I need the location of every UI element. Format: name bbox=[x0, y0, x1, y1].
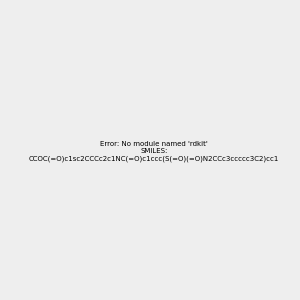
Text: Error: No module named 'rdkit'
SMILES:
CCOC(=O)c1sc2CCCc2c1NC(=O)c1ccc(S(=O)(=O): Error: No module named 'rdkit' SMILES: C… bbox=[28, 141, 279, 162]
